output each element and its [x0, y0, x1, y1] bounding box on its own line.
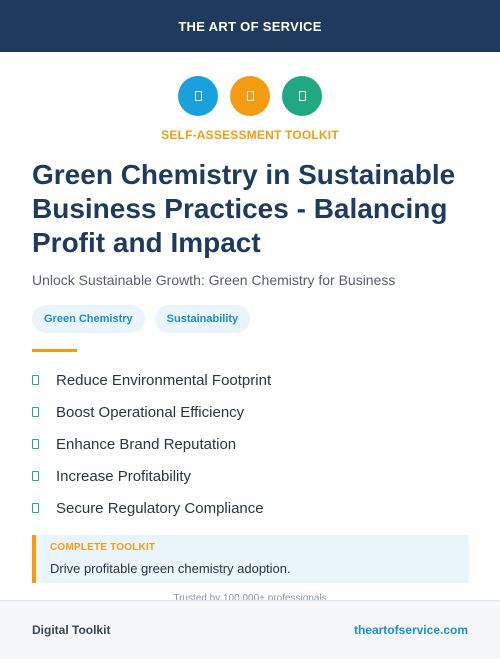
feature-item: Reduce Environmental Footprint	[32, 364, 472, 396]
tag-green-chemistry: Green Chemistry	[32, 305, 145, 333]
brand-name: THE ART OF SERVICE	[178, 18, 322, 34]
icon-row	[0, 76, 500, 116]
callout-text: Drive profitable green chemistry adoptio…	[50, 561, 291, 576]
document-icon	[194, 91, 202, 101]
feature-list: Reduce Environmental Footprint Boost Ope…	[32, 364, 472, 524]
check-icon	[32, 439, 39, 449]
trusted-note: Trusted by 100,000+ professionals	[173, 593, 327, 600]
eyebrow-label: SELF-ASSESSMENT TOOLKIT	[161, 128, 339, 142]
check-icon	[32, 375, 39, 385]
feature-item: Increase Profitability	[32, 460, 472, 492]
feature-label: Enhance Brand Reputation	[56, 435, 237, 453]
feature-label: Secure Regulatory Compliance	[56, 499, 264, 517]
footer-link[interactable]: theartofservice.com	[353, 623, 468, 637]
check-icon	[32, 407, 39, 417]
footer-label: Digital Toolkit	[32, 623, 111, 637]
green-badge	[282, 76, 322, 116]
document-icon	[246, 91, 254, 101]
check-icon	[32, 471, 39, 481]
callout-title: COMPLETE TOOLKIT	[50, 542, 156, 553]
header-bar: THE ART OF SERVICE	[0, 0, 500, 52]
orange-badge	[230, 76, 270, 116]
tag-list: Green Chemistry Sustainability	[32, 305, 251, 333]
footer-bar: Digital Toolkit theartofservice.com	[0, 600, 500, 659]
tag-sustainability: Sustainability	[154, 305, 251, 333]
accent-divider	[32, 349, 77, 352]
feature-item: Secure Regulatory Compliance	[32, 492, 472, 524]
feature-item: Boost Operational Efficiency	[32, 396, 472, 428]
page-title: Green Chemistry in Sustainable Business …	[32, 159, 456, 258]
toolkit-callout: COMPLETE TOOLKIT Drive profitable green …	[32, 535, 469, 583]
blue-badge	[178, 76, 218, 116]
feature-label: Increase Profitability	[56, 467, 192, 485]
feature-label: Reduce Environmental Footprint	[56, 371, 272, 389]
check-icon	[32, 503, 39, 513]
feature-item: Enhance Brand Reputation	[32, 428, 472, 460]
subtitle: Unlock Sustainable Growth: Green Chemist…	[32, 272, 396, 288]
feature-label: Boost Operational Efficiency	[56, 403, 245, 421]
document-icon	[298, 91, 306, 101]
